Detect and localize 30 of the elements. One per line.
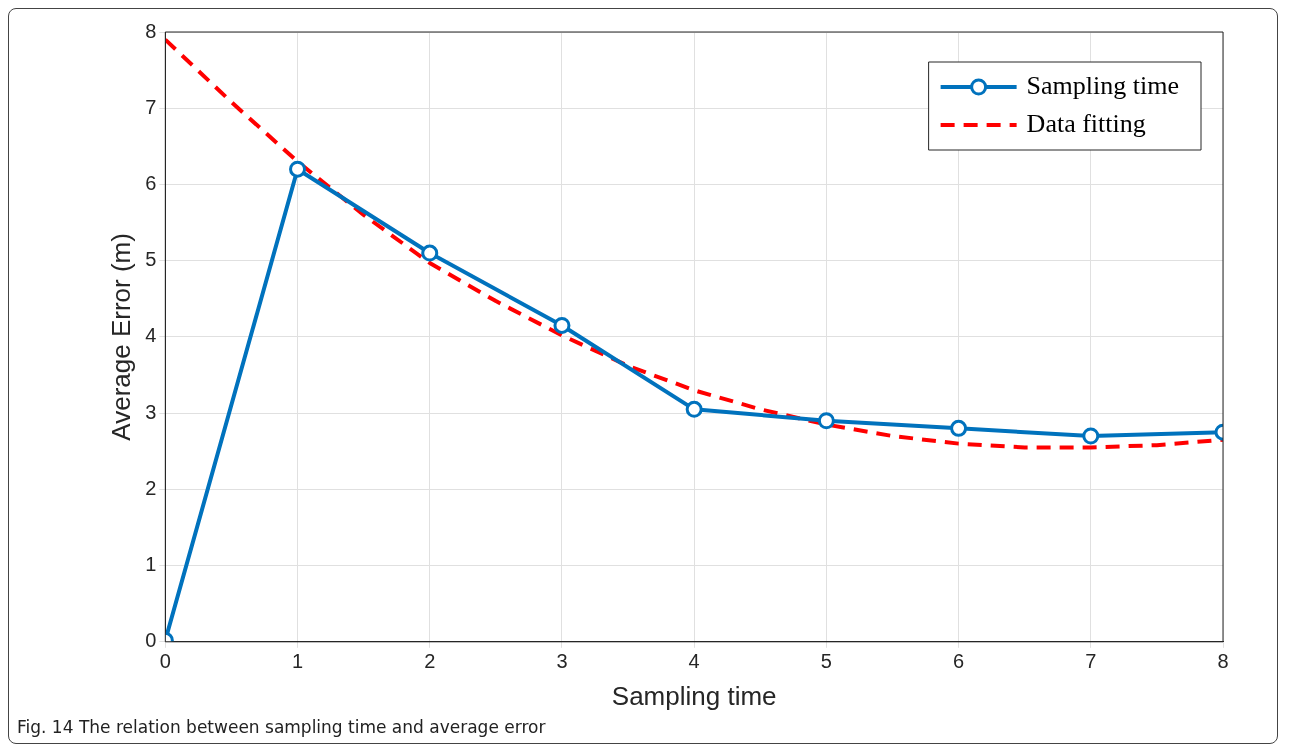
- point: [817, 412, 835, 430]
- x-tick-label: 2: [424, 650, 436, 673]
- x-tick-label: 5: [820, 650, 832, 673]
- y-tick-label: 1: [145, 553, 157, 576]
- y-tick-label: 3: [145, 400, 157, 423]
- y-tick-label: 5: [145, 248, 157, 271]
- x-tick-label: 0: [159, 650, 171, 673]
- y-tick-label: 4: [145, 324, 157, 347]
- x-tick-label: 4: [688, 650, 700, 673]
- x-axis-title: Sampling time: [611, 680, 777, 711]
- y-tick-label: 8: [145, 19, 157, 42]
- legend-label: Sampling time: [1026, 70, 1180, 100]
- legend-label: Data fitting: [1026, 108, 1146, 138]
- x-tick-label: 3: [556, 650, 568, 673]
- y-axis-title: Average Error (m): [105, 233, 136, 441]
- point: [950, 419, 968, 437]
- y-tick-label: 0: [145, 629, 157, 652]
- y-tick-label: 7: [145, 95, 157, 118]
- point: [421, 244, 439, 262]
- caption: Fig. 14 The relation between sampling time and average error: [17, 717, 547, 737]
- point: [289, 160, 307, 178]
- x-tick-label: 1: [291, 650, 304, 673]
- x-tick-label: 7: [1085, 650, 1097, 673]
- point: [685, 400, 703, 418]
- x-tick-label: 8: [1217, 650, 1229, 673]
- y-tick-label: 2: [145, 476, 157, 499]
- x-tick-label: 6: [953, 650, 965, 673]
- point: [1082, 427, 1100, 445]
- point: [553, 316, 571, 334]
- y-tick-label: 6: [145, 171, 157, 194]
